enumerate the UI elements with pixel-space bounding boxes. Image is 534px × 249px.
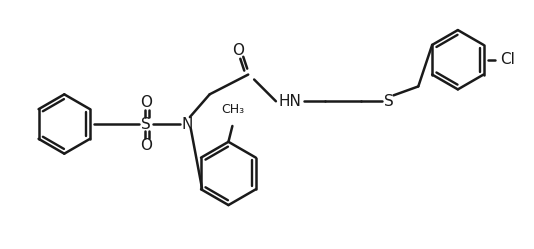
Text: N: N [181,117,193,131]
Text: Cl: Cl [500,52,515,67]
Text: HN: HN [278,94,301,109]
Text: O: O [232,43,245,58]
Text: O: O [140,138,152,153]
Text: S: S [142,117,151,131]
Text: O: O [140,95,152,110]
Text: CH₃: CH₃ [221,103,244,116]
Text: S: S [384,94,394,109]
